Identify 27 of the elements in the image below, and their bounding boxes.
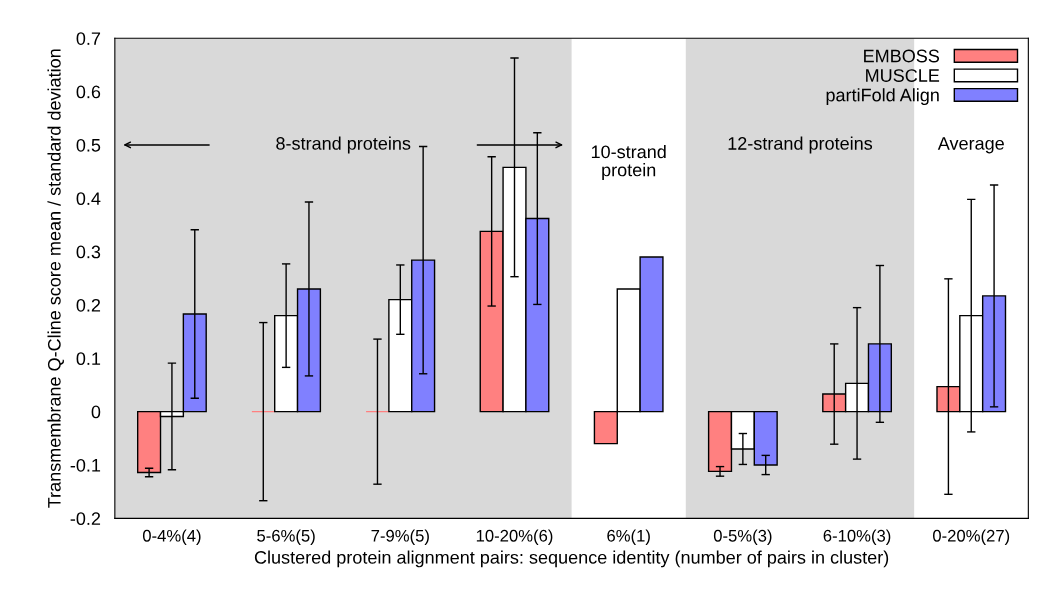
y-tick-label: 0.7 bbox=[76, 32, 101, 46]
legend-label: EMBOSS bbox=[864, 49, 940, 63]
legend-label: MUSCLE bbox=[866, 69, 940, 82]
annotation: Average bbox=[937, 137, 1004, 154]
y-tick-label: -0.2 bbox=[70, 512, 101, 526]
x-tick-label: 10-20%(6) bbox=[476, 529, 553, 545]
x-tick-label: 6-10%(3) bbox=[823, 529, 891, 545]
y-tick-label: 0.6 bbox=[76, 85, 101, 99]
y-tick-label: -0.1 bbox=[70, 458, 101, 472]
y-tick-label: 0.1 bbox=[76, 352, 101, 366]
y-tick-label: 0.4 bbox=[76, 192, 101, 206]
annotation: 8-strand proteins bbox=[276, 136, 411, 154]
y-tick-label: 0.2 bbox=[76, 298, 101, 312]
legend-label: partiFold Align bbox=[826, 88, 939, 106]
x-tick-label: 7-9%(5) bbox=[371, 529, 429, 545]
x-tick-label: 6%(1) bbox=[607, 529, 650, 545]
x-tick-label: 0-20%(27) bbox=[932, 529, 1010, 545]
y-tick-label: 0 bbox=[91, 405, 101, 419]
y-tick-label: 0.5 bbox=[76, 138, 101, 152]
y-axis-title: Transmembrane Q-Cline score mean / standard deviation bbox=[47, 49, 64, 508]
y-tick-label: 0.3 bbox=[76, 245, 101, 259]
x-tick-label: 5-6%(5) bbox=[257, 529, 315, 545]
annotation: 10-strand protein bbox=[591, 144, 666, 180]
x-tick-label: 0-5%(3) bbox=[713, 529, 772, 545]
x-axis-title: Clustered protein alignment pairs: sequence identity (number of pairs in cluster) bbox=[254, 550, 889, 568]
x-tick-label: 0-4%(4) bbox=[142, 529, 201, 545]
annotation: 12-strand proteins bbox=[728, 136, 873, 154]
